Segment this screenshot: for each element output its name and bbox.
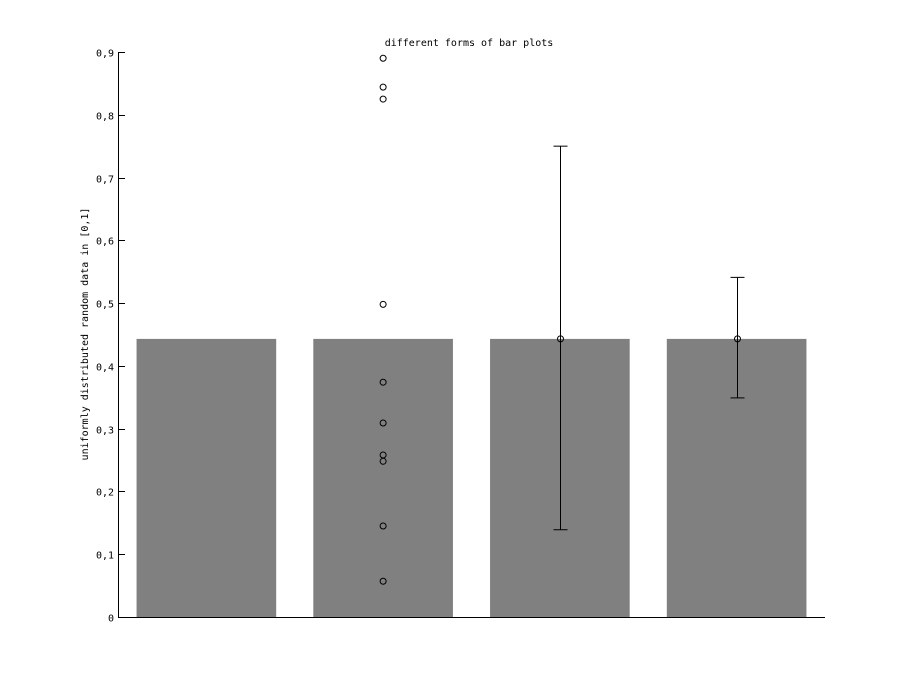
y-tick-label: 0,1	[96, 551, 114, 562]
y-tick-label: 0,2	[96, 488, 114, 499]
bar	[666, 338, 807, 617]
data-point	[379, 83, 387, 91]
bar	[136, 338, 277, 617]
y-tick-label: 0,4	[96, 363, 114, 374]
error-bar-center	[557, 335, 564, 343]
y-tick-label: 0,6	[96, 237, 114, 248]
chart-title: different forms of bar plots	[385, 38, 554, 49]
data-point	[379, 457, 387, 465]
data-point	[379, 419, 387, 427]
bar	[313, 338, 453, 617]
y-axis-label: uniformly distributed random data in [0,…	[80, 208, 91, 461]
error-bar-center	[734, 335, 741, 343]
bar	[490, 338, 630, 617]
y-tick-label: 0,9	[96, 49, 114, 60]
data-point	[379, 522, 387, 530]
data-point	[379, 95, 387, 103]
y-tick-label: 0,3	[96, 426, 114, 437]
y-tick-label: 0	[108, 614, 114, 625]
data-point	[379, 577, 387, 585]
data-point	[379, 300, 387, 308]
y-tick-label: 0,5	[96, 300, 114, 311]
data-point	[379, 378, 387, 386]
data-point	[379, 54, 387, 62]
y-tick-label: 0,8	[96, 112, 114, 123]
y-tick-label: 0,7	[96, 175, 114, 186]
